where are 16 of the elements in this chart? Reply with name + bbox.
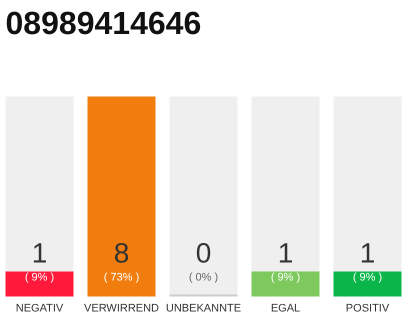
chart-title: 08989414646: [6, 5, 202, 41]
data-label: 1: [32, 238, 48, 268]
data-label: 1: [360, 238, 376, 268]
x-tick-label: VERWIRREND: [84, 302, 160, 314]
annotation: ( 0% ): [188, 272, 218, 284]
annotation: ( 9% ): [24, 272, 54, 284]
annotation: ( 73% ): [104, 272, 140, 284]
data-label: 0: [196, 238, 212, 268]
annotation: ( 9% ): [270, 272, 300, 284]
x-tick-label: EGAL: [270, 302, 300, 314]
x-tick-label: NEGATIV: [16, 302, 64, 314]
annotation: ( 9% ): [352, 272, 382, 284]
data-label: 1: [278, 238, 294, 268]
x-tick-label: POSITIV: [346, 302, 390, 314]
data-label: 8: [114, 238, 130, 268]
x-tick-label: UNBEKANNTE: [166, 302, 242, 314]
